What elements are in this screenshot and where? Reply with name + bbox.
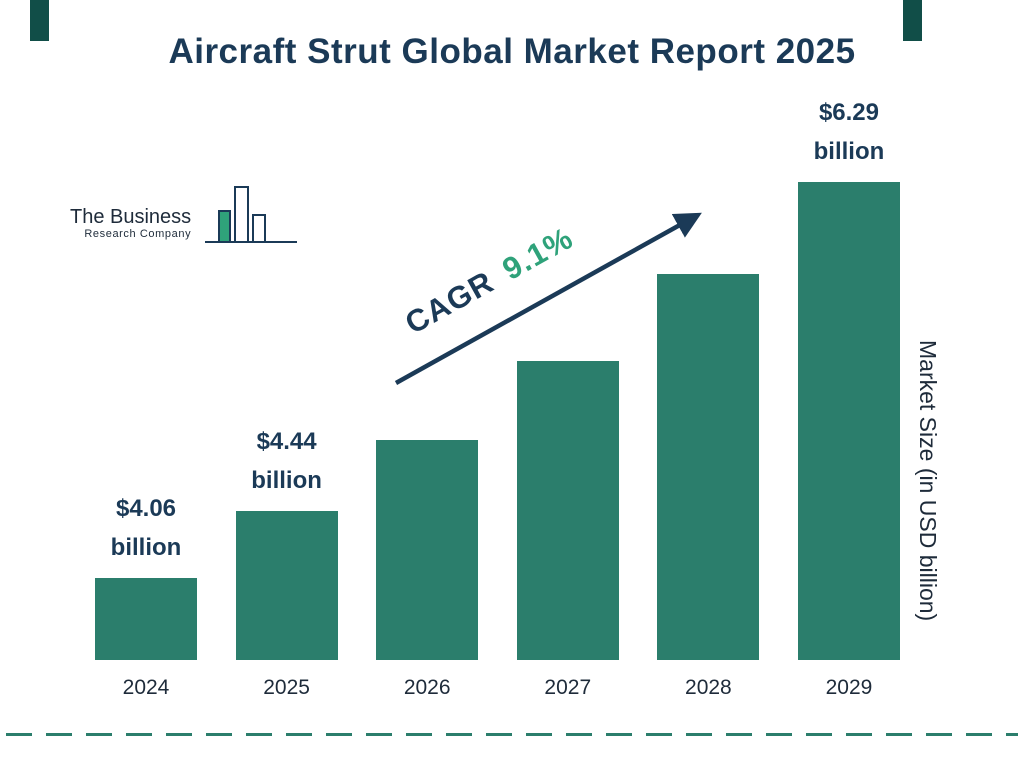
bar-column-2025: $4.44 billion 2025 xyxy=(235,182,338,699)
bar-column-2026: 2026 xyxy=(376,182,479,699)
logo-line2: Research Company xyxy=(84,228,192,240)
x-axis-label-2024: 2024 xyxy=(122,676,170,699)
bar-column-2027: 2027 xyxy=(516,182,619,699)
page-title: Aircraft Strut Global Market Report 2025 xyxy=(168,32,856,71)
x-axis-label-2028: 2028 xyxy=(685,676,732,699)
bar-2027 xyxy=(516,361,619,660)
value-label-2029: $6.29 billion xyxy=(813,99,885,165)
x-axis-label-2026: 2026 xyxy=(403,676,451,699)
bar-column-2024: $4.06 billion 2024 xyxy=(95,182,197,699)
x-axis-label-2025: 2025 xyxy=(263,676,310,699)
x-axis-label-2029: 2029 xyxy=(825,676,873,699)
x-axis-label-2027: 2027 xyxy=(544,676,592,699)
logo-text: The Business Research Company xyxy=(70,206,191,246)
bottom-dashed-line xyxy=(6,733,1018,736)
corner-accent-right xyxy=(903,0,922,41)
plot-area: $4.06 billion 2024 $4.44 billion 2025 2026 2027… xyxy=(95,99,900,699)
bar-2029 xyxy=(797,182,900,660)
bar-2024 xyxy=(95,578,197,660)
bar-2026 xyxy=(376,440,479,660)
value-label-2025: $4.44 billion xyxy=(251,428,322,494)
logo: The Business Research Company xyxy=(70,184,301,246)
value-label-2024: $4.06 billion xyxy=(110,495,182,561)
bar-column-2028: 2028 xyxy=(657,182,760,699)
trend-arrow-icon xyxy=(394,212,702,385)
logo-line1: The Business xyxy=(70,206,192,228)
right-axis-label: Market Size (in USD billion) xyxy=(915,340,941,622)
bar-2028 xyxy=(657,274,760,660)
bar-2025 xyxy=(235,511,338,660)
bar-column-2029: $6.29 billion 2029 xyxy=(797,99,900,699)
corner-accent-left xyxy=(30,0,49,41)
logo-bars-icon xyxy=(205,186,298,243)
